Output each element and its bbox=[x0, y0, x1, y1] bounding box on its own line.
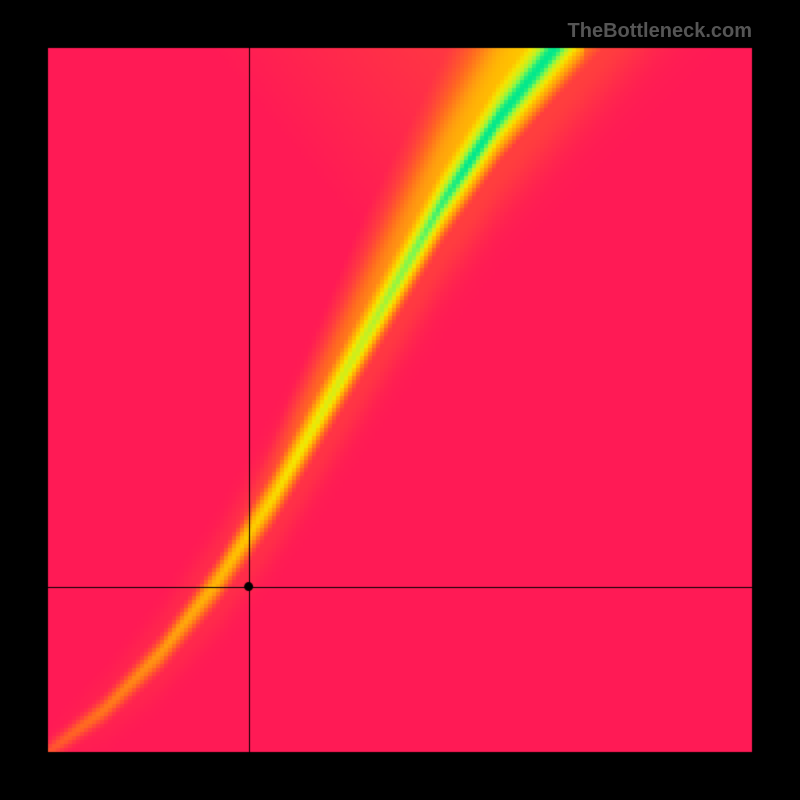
chart-container: TheBottleneck.com bbox=[0, 0, 800, 800]
heatmap-canvas bbox=[0, 0, 800, 800]
watermark-text: TheBottleneck.com bbox=[568, 20, 752, 43]
